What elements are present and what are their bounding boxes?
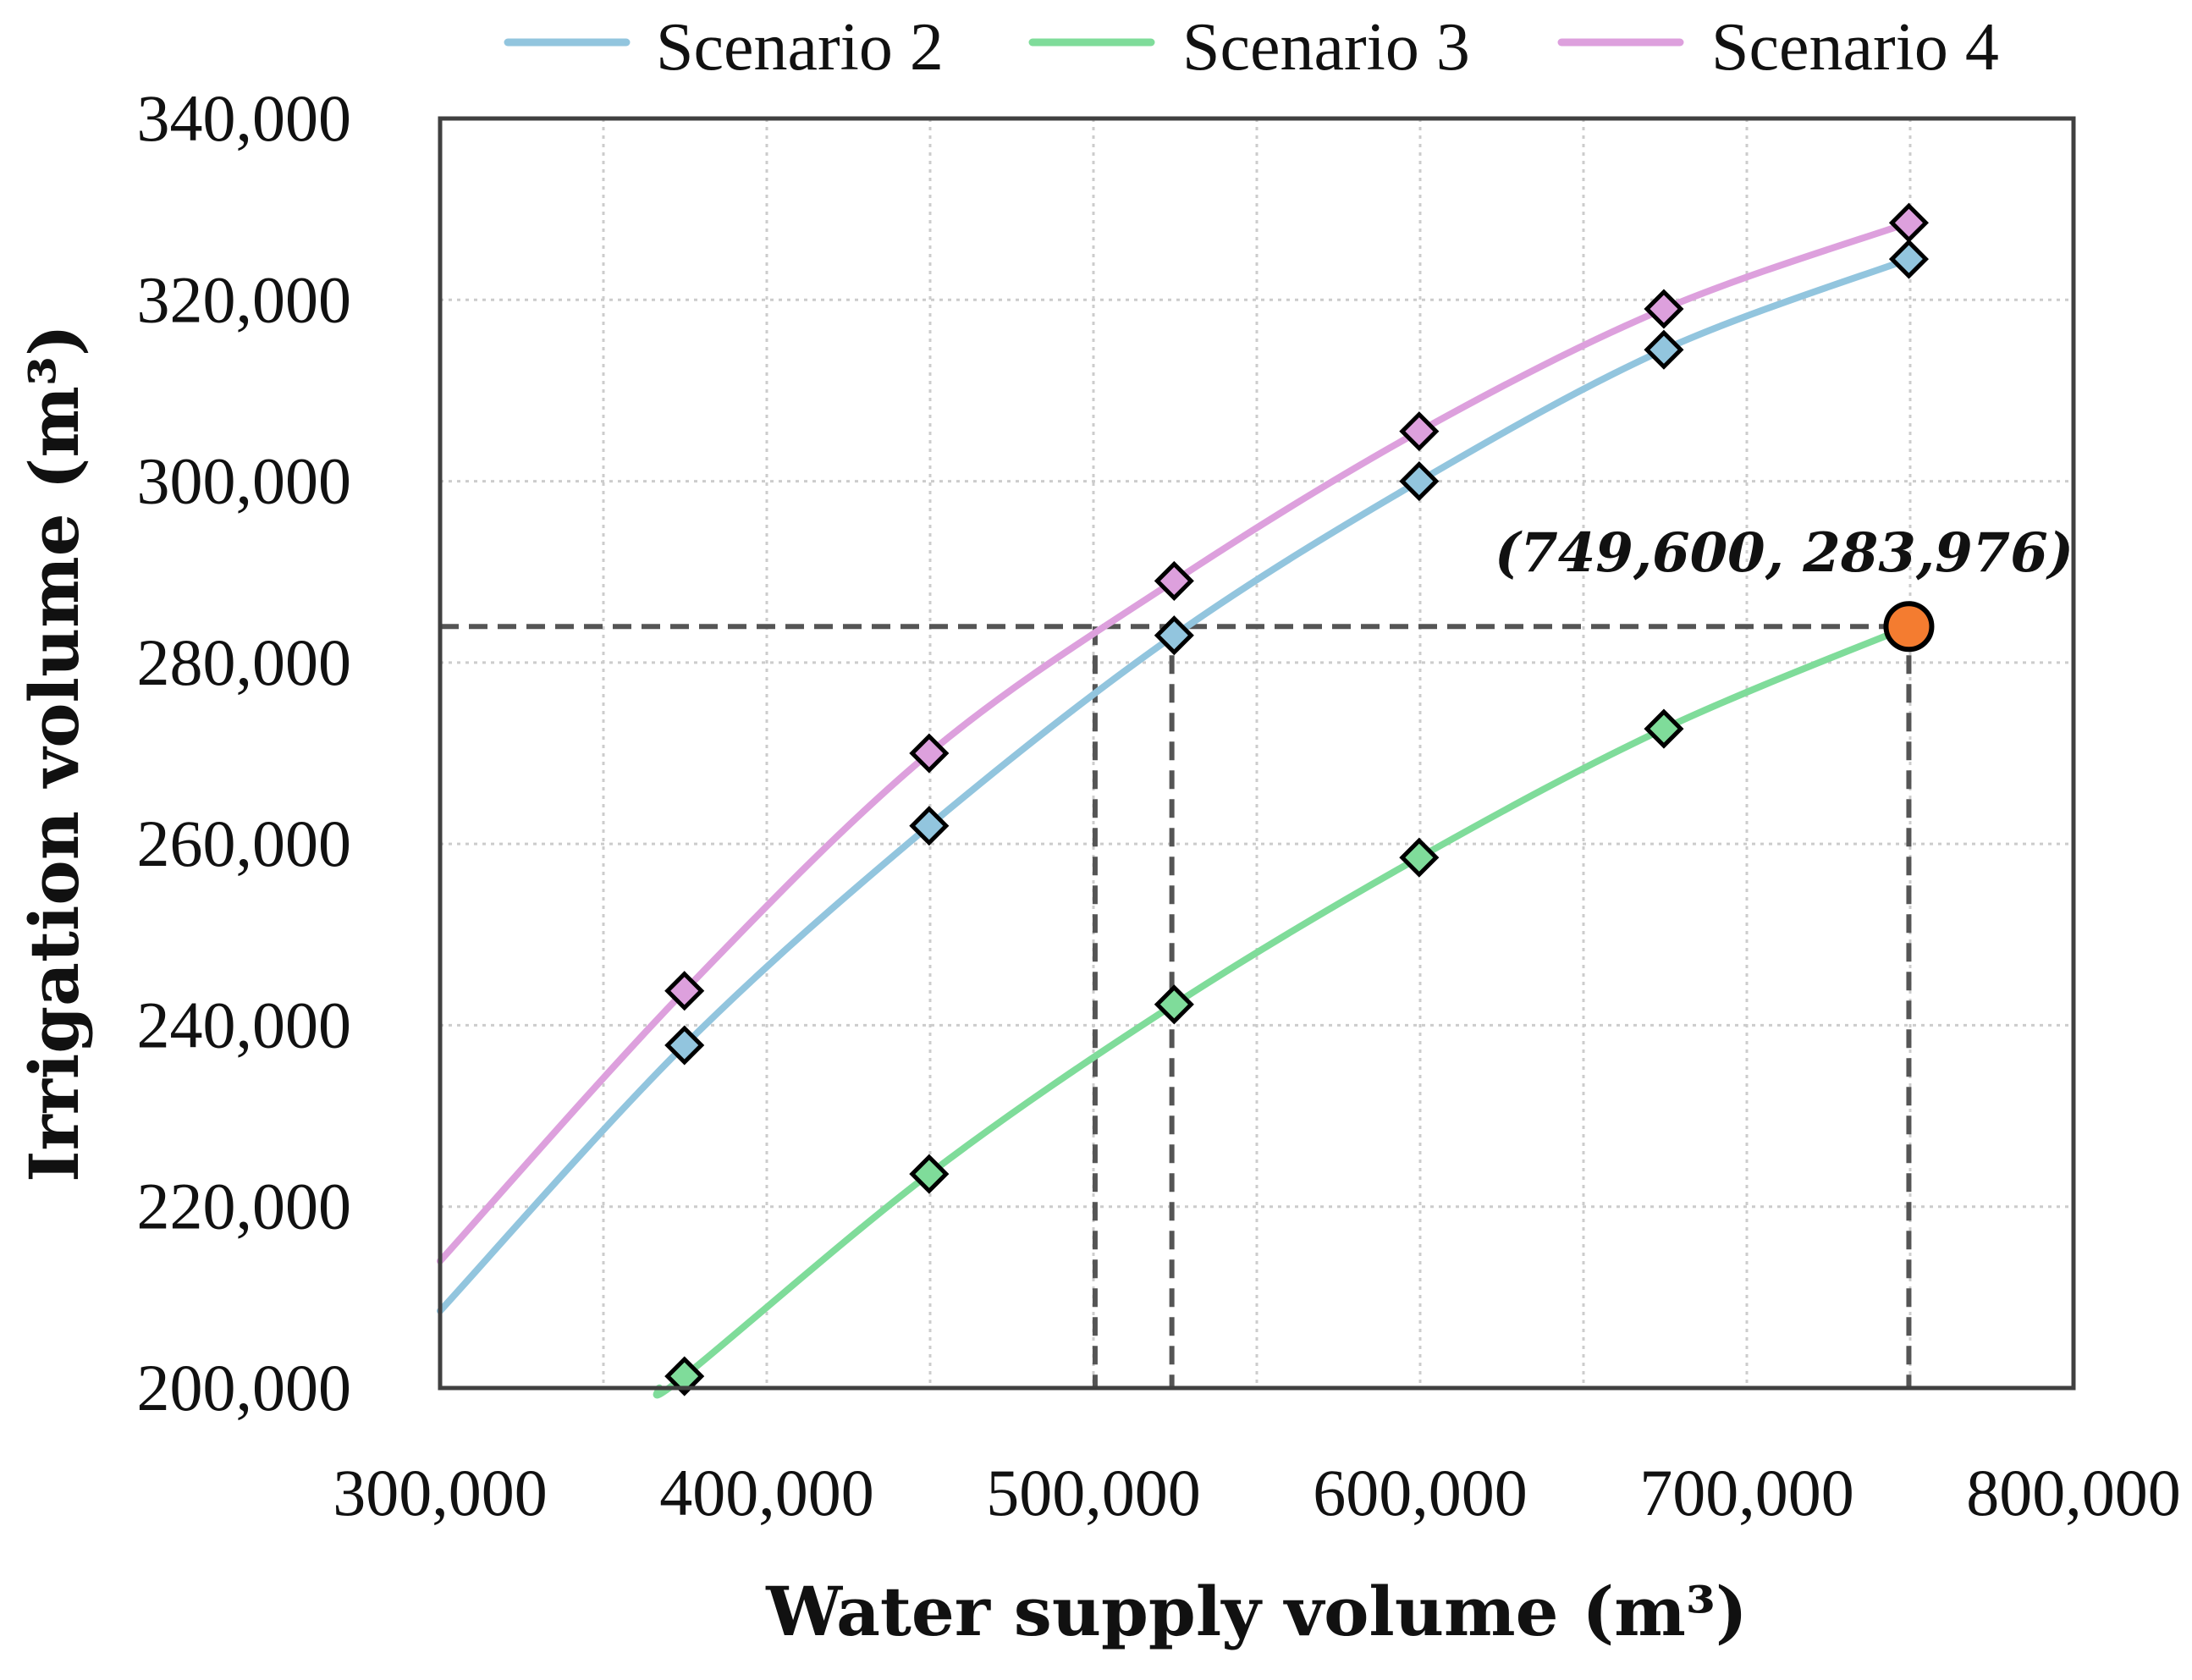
data-point-scenario-4 xyxy=(1888,202,1929,243)
data-point-scenario-4 xyxy=(664,971,705,1011)
data-point-scenario-3 xyxy=(1399,837,1440,878)
x-tick-label: 500,000 xyxy=(986,1456,1201,1529)
y-tick-label: 300,000 xyxy=(137,444,352,518)
plot-frame xyxy=(438,116,2076,1391)
x-tick-label: 700,000 xyxy=(1639,1456,1854,1529)
data-point-scenario-2 xyxy=(1644,329,1684,370)
series-lines xyxy=(437,219,1913,1399)
data-point-scenario-3 xyxy=(909,1154,950,1194)
data-point-scenario-2 xyxy=(664,1025,705,1066)
data-point-scenario-4 xyxy=(1644,289,1684,329)
x-tick-label: 400,000 xyxy=(659,1456,874,1529)
legend-label-scenario-3: Scenario 3 xyxy=(1182,10,1470,85)
series-line-scenario-2 xyxy=(437,256,1913,1314)
y-axis-title: Irrigation volume (m³) xyxy=(14,324,94,1182)
highlight-point xyxy=(1883,601,1935,653)
legend-label-scenario-2: Scenario 2 xyxy=(656,10,944,85)
x-tick-label: 800,000 xyxy=(1966,1456,2181,1529)
series-line-scenario-4 xyxy=(437,219,1913,1264)
y-tick-label: 280,000 xyxy=(137,625,352,699)
y-tick-label: 240,000 xyxy=(137,988,352,1061)
grid-lines xyxy=(440,118,2074,1388)
x-tick-label: 600,000 xyxy=(1313,1456,1528,1529)
legend-label-scenario-4: Scenario 4 xyxy=(1711,10,1999,85)
data-point-scenario-3 xyxy=(1154,984,1194,1025)
y-tick-label: 220,000 xyxy=(137,1170,352,1243)
data-point-scenario-2 xyxy=(1399,461,1440,502)
data-point-scenario-4 xyxy=(1399,411,1440,452)
data-point-scenario-2 xyxy=(1154,615,1194,656)
y-tick-label: 340,000 xyxy=(137,81,352,155)
data-point-scenario-4 xyxy=(1154,560,1194,601)
highlight-annotation: (749,600, 283,976) xyxy=(1495,521,2074,585)
data-point-scenario-3 xyxy=(1644,708,1684,749)
x-tick-label: 300,000 xyxy=(333,1456,548,1529)
data-point-scenario-2 xyxy=(1888,239,1929,279)
data-point-scenario-4 xyxy=(909,733,950,774)
y-tick-label: 260,000 xyxy=(137,807,352,880)
series-markers xyxy=(664,202,1935,1396)
legend: Scenario 2 Scenario 3 Scenario 4 xyxy=(504,10,1999,85)
data-point-scenario-3 xyxy=(664,1356,705,1396)
y-tick-label: 320,000 xyxy=(137,262,352,336)
tick-labels: 300,000 400,000 500,000 600,000 700,000 800,0… xyxy=(137,81,2181,1529)
y-tick-label: 200,000 xyxy=(137,1351,352,1424)
series-line-scenario-3 xyxy=(653,623,1913,1399)
data-point-scenario-2 xyxy=(909,806,950,846)
x-axis-title: Water supply volume (m³) xyxy=(765,1572,1748,1651)
